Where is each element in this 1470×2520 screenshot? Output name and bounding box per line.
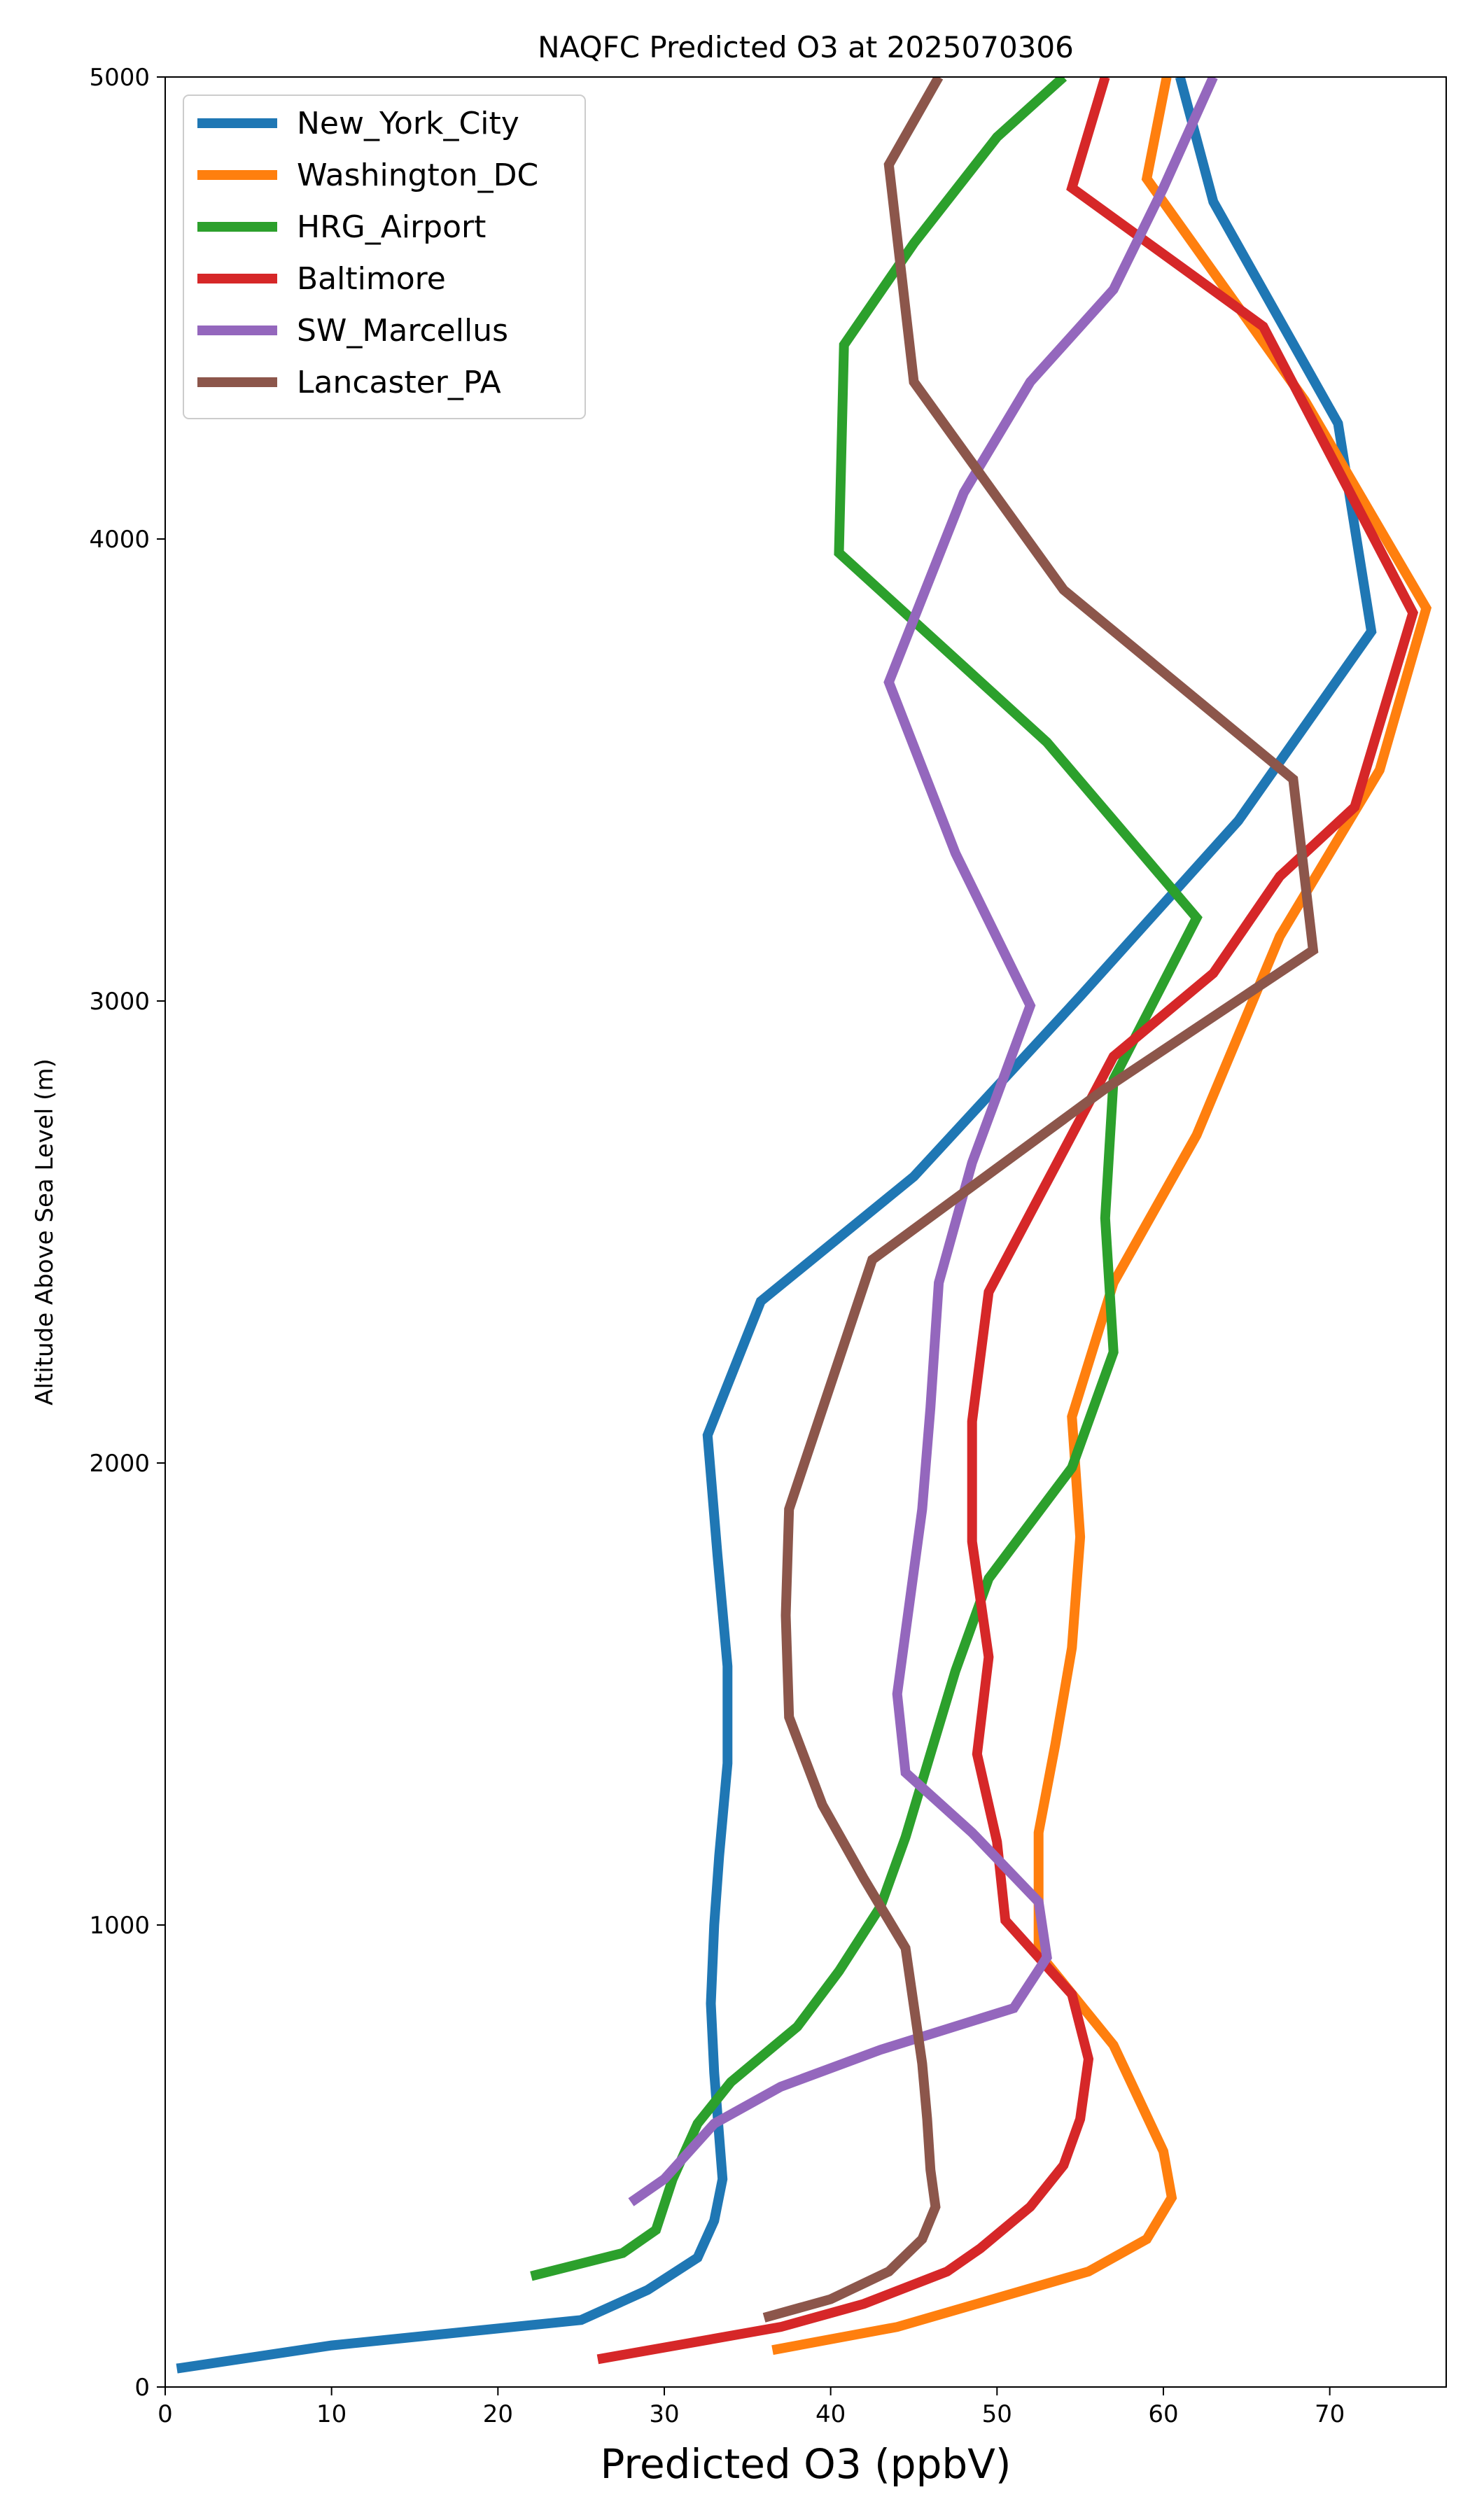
legend-label-washington-dc: Washington_DC [297,158,538,193]
legend-label-lancaster-pa: Lancaster_PA [297,365,501,400]
x-tick-label: 50 [982,2400,1012,2428]
x-axis-label: Predicted O3 (ppbV) [600,2440,1011,2488]
series-line-new-york-city [176,77,1377,2374]
x-tick-label: 70 [1315,2400,1345,2428]
y-tick-label: 1000 [89,1912,150,1940]
y-tick-label: 2000 [89,1450,150,1478]
legend-label-baltimore: Baltimore [297,261,446,297]
x-axis: 0 10 20 30 40 50 60 70 [158,2387,1345,2428]
x-tick-label: 10 [316,2400,346,2428]
series-line-lancaster-pa [762,77,1319,2323]
x-tick-label: 30 [649,2400,679,2428]
y-tick-label: 4000 [89,526,150,554]
y-tick-label: 5000 [89,64,150,92]
x-tick-label: 20 [483,2400,513,2428]
legend-label-hrg-airport: HRG_Airport [297,209,486,245]
y-axis: 0 1000 2000 3000 4000 5000 [89,64,165,2402]
series-line-baltimore [596,77,1419,2365]
series-line-sw-marcellus [628,77,1218,2206]
legend: New_York_City Washington_DC HRG_Airport Bal… [183,94,586,419]
chart-title: NAQFC Predicted O3 at 2025070306 [538,30,1074,64]
legend-label-new-york-city: New_York_City [297,106,519,141]
x-tick-label: 0 [158,2400,173,2428]
series-line-washington-dc [771,77,1432,2356]
y-axis-label: Altitude Above Sea Level (m) [31,1058,59,1406]
plot-frame [164,76,1447,2388]
legend-box [183,94,586,419]
y-tick-label: 0 [134,2374,150,2402]
x-tick-label: 40 [816,2400,846,2428]
x-tick-label: 60 [1148,2400,1178,2428]
series-line-hrg-airport [530,77,1203,2281]
legend-label-sw-marcellus: SW_Marcellus [297,313,508,349]
series-layer [176,77,1432,2374]
y-tick-label: 3000 [89,988,150,1016]
